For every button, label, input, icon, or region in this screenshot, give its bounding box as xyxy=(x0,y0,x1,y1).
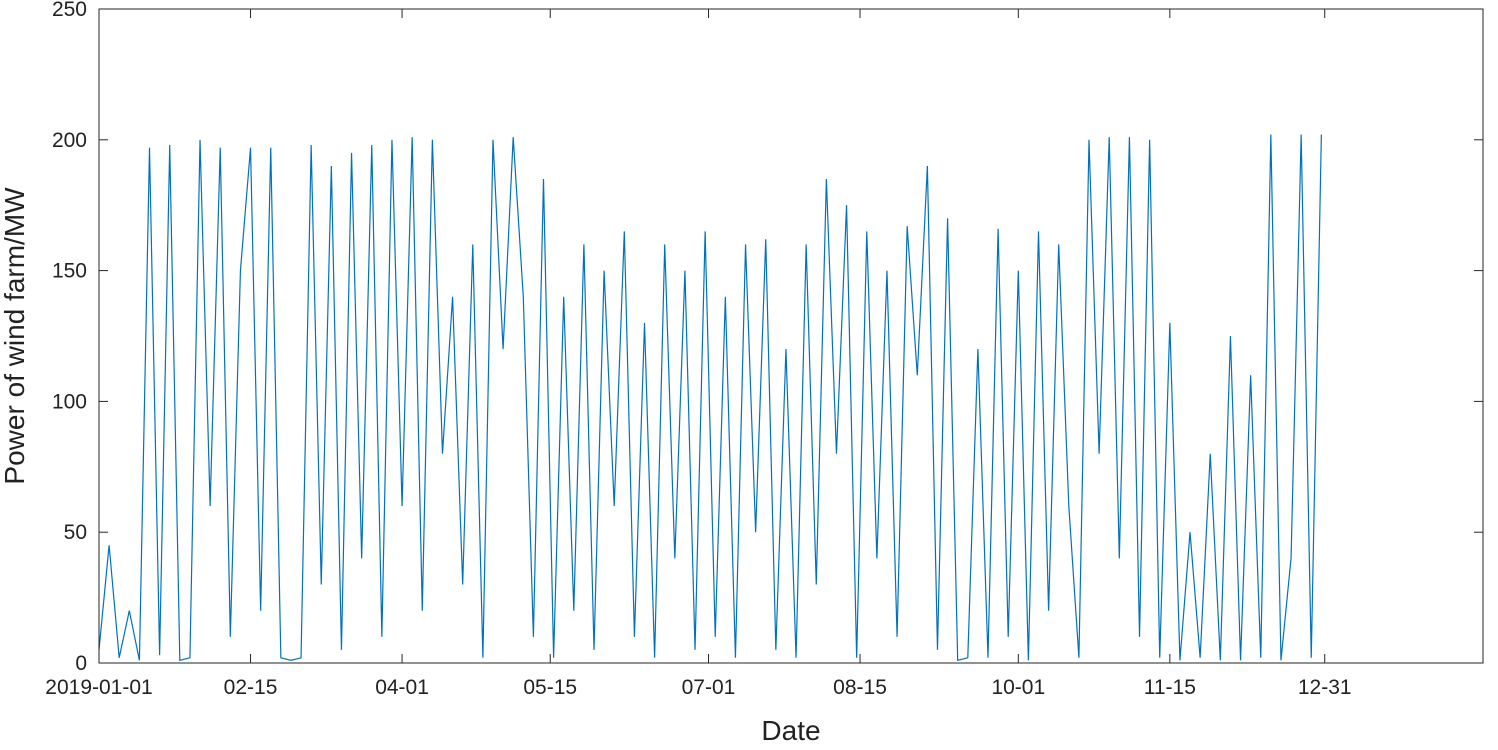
x-tick-label: 08-15 xyxy=(833,676,887,699)
x-tick-label: 10-01 xyxy=(991,676,1045,699)
y-tick-label: 0 xyxy=(75,652,87,675)
plot-frame xyxy=(98,8,1484,664)
y-tick-label: 100 xyxy=(52,390,87,413)
x-tick-label: 12-31 xyxy=(1298,676,1352,699)
x-tick-label: 04-01 xyxy=(375,676,429,699)
data-line xyxy=(98,134,1322,662)
y-tick-label: 150 xyxy=(52,260,87,283)
y-tick-label: 250 xyxy=(52,0,87,21)
y-tick-label: 50 xyxy=(64,521,87,544)
x-tick-label: 05-15 xyxy=(523,676,577,699)
x-axis-label: Date xyxy=(761,715,820,746)
x-tick-label: 02-15 xyxy=(224,676,278,699)
x-tick-label: 2019-01-01 xyxy=(45,676,152,699)
y-tick-label: 200 xyxy=(52,129,87,152)
x-tick-label: 11-15 xyxy=(1144,676,1196,699)
x-tick-label: 07-01 xyxy=(682,676,736,699)
y-axis-label: Power of wind farm/MW xyxy=(0,187,30,485)
